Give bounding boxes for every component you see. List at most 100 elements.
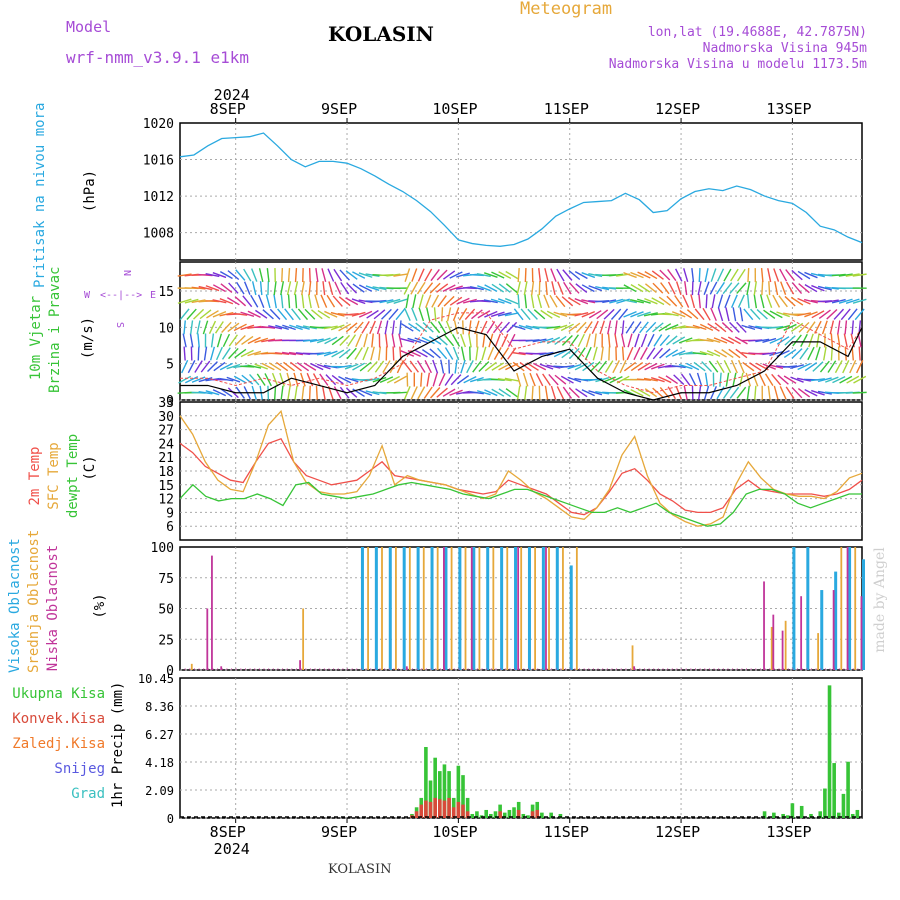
wind-arrow (484, 361, 497, 372)
low-cloud-baseline-bar (463, 668, 465, 670)
wind-arrow (205, 285, 220, 292)
wind-arrow (686, 362, 700, 371)
low-cloud-baseline-bar (685, 668, 687, 670)
low-cloud-baseline-bar (620, 668, 622, 670)
wind-arrow (321, 268, 327, 283)
low-cloud-baseline-bar (439, 668, 441, 670)
wind-arrow (505, 270, 519, 280)
wind-arrow (854, 308, 865, 321)
wind-arrow (652, 322, 664, 333)
wind-arrow (476, 390, 491, 396)
wind-arrow (626, 346, 634, 361)
low-cloud-baseline-bar (370, 668, 372, 670)
wind-tick-label: 5 (166, 358, 174, 373)
mid-cloud-bar (422, 547, 425, 670)
wind-arrow (484, 389, 498, 397)
wind-arrow (351, 311, 366, 317)
wind-arrow (688, 373, 697, 387)
mid-cloud-bar (631, 645, 634, 670)
wind-arrow (454, 359, 458, 374)
wind-arrow (730, 294, 738, 308)
wind-arrow (525, 325, 540, 330)
low-cloud-baseline-bar (797, 668, 799, 670)
wind-arrow (347, 334, 357, 347)
total-precip-bar (438, 771, 442, 818)
total-precip-bar (837, 812, 841, 818)
wind-arrow (679, 310, 693, 319)
pressure-tick-label: 1008 (143, 227, 174, 242)
wind-arrow (713, 337, 728, 344)
wind-arrow (460, 346, 466, 361)
wind-arrow (749, 362, 762, 372)
wind-arrow (529, 372, 536, 387)
wind-arrow (493, 347, 502, 360)
low-cloud-baseline-bar (402, 668, 404, 670)
wind-arrow (338, 375, 352, 384)
wind-arrow (753, 294, 758, 309)
low-cloud-baseline-bar (722, 668, 724, 670)
low-cloud-baseline-bar (388, 668, 390, 670)
wind-arrow (610, 308, 622, 320)
wind-arrow (326, 294, 336, 308)
mid-cloud-bar (190, 663, 193, 670)
wind-arrow (379, 376, 394, 384)
total-precip-bar (465, 797, 470, 818)
wind-arrow (576, 321, 587, 333)
wind-arrow (449, 285, 463, 291)
wind-arrow (524, 385, 528, 400)
cloud-tick-label: 75 (158, 572, 174, 587)
wind-arrow (424, 360, 432, 374)
wind-arrow (526, 362, 539, 371)
wind-arrow (796, 312, 812, 317)
total-precip-bar (442, 764, 447, 818)
wind-arrow (308, 268, 311, 283)
wind-arrow (370, 346, 375, 361)
low-cloud-baseline-bar (820, 668, 822, 670)
wind-arrow (449, 271, 463, 279)
pressure-tick-label: 1016 (143, 154, 174, 169)
low-cloud-bar (405, 666, 408, 670)
high-cloud-bar (806, 547, 810, 670)
total-precip-bar (502, 812, 507, 818)
low-cloud-baseline-bar (514, 668, 516, 670)
wind-arrow (714, 349, 727, 358)
wind-arrow (449, 296, 463, 306)
wind-arrow (178, 375, 192, 384)
wind-arrow (448, 359, 451, 374)
wind-arrow (460, 359, 466, 374)
precip-tick-label: 0 (167, 812, 174, 826)
wind-arrow (674, 295, 684, 308)
wind-arrow (492, 321, 503, 334)
wind-arrow (633, 346, 641, 361)
wind-arrow (609, 375, 623, 384)
wind-arrow (376, 320, 383, 335)
wind-arrow (732, 372, 737, 387)
low-cloud-baseline-bar (588, 668, 590, 670)
low-cloud-baseline-bar (282, 668, 284, 670)
mid-cloud-bar (367, 547, 369, 670)
wind-arrow (219, 271, 233, 280)
wind-arrow (373, 309, 386, 320)
wind-arrow (449, 389, 463, 396)
total-precip-bar (484, 809, 489, 818)
wind-arrow (623, 361, 637, 372)
total-precip-bar (447, 771, 451, 818)
wind-arrow (538, 268, 542, 283)
low-cloud-baseline-bar (295, 668, 297, 670)
wind-arrow (699, 350, 714, 357)
low-cloud-baseline-bar (741, 668, 743, 670)
wind-arrow (436, 283, 449, 293)
wind-arrow (280, 385, 284, 400)
wind-arrow (652, 282, 664, 294)
wind-arrow (358, 310, 373, 318)
low-cloud-baseline-bar (207, 668, 209, 670)
wind-arrow (600, 346, 604, 361)
wind-arrow (334, 281, 342, 295)
wind-arrow (320, 294, 328, 308)
mid-cloud-bar (520, 547, 523, 670)
low-cloud-baseline-bar (490, 668, 492, 670)
wind-arrow (759, 294, 765, 309)
wind-arrow (678, 363, 693, 370)
wind-arrow (491, 362, 505, 371)
wind-arrow (723, 268, 732, 282)
